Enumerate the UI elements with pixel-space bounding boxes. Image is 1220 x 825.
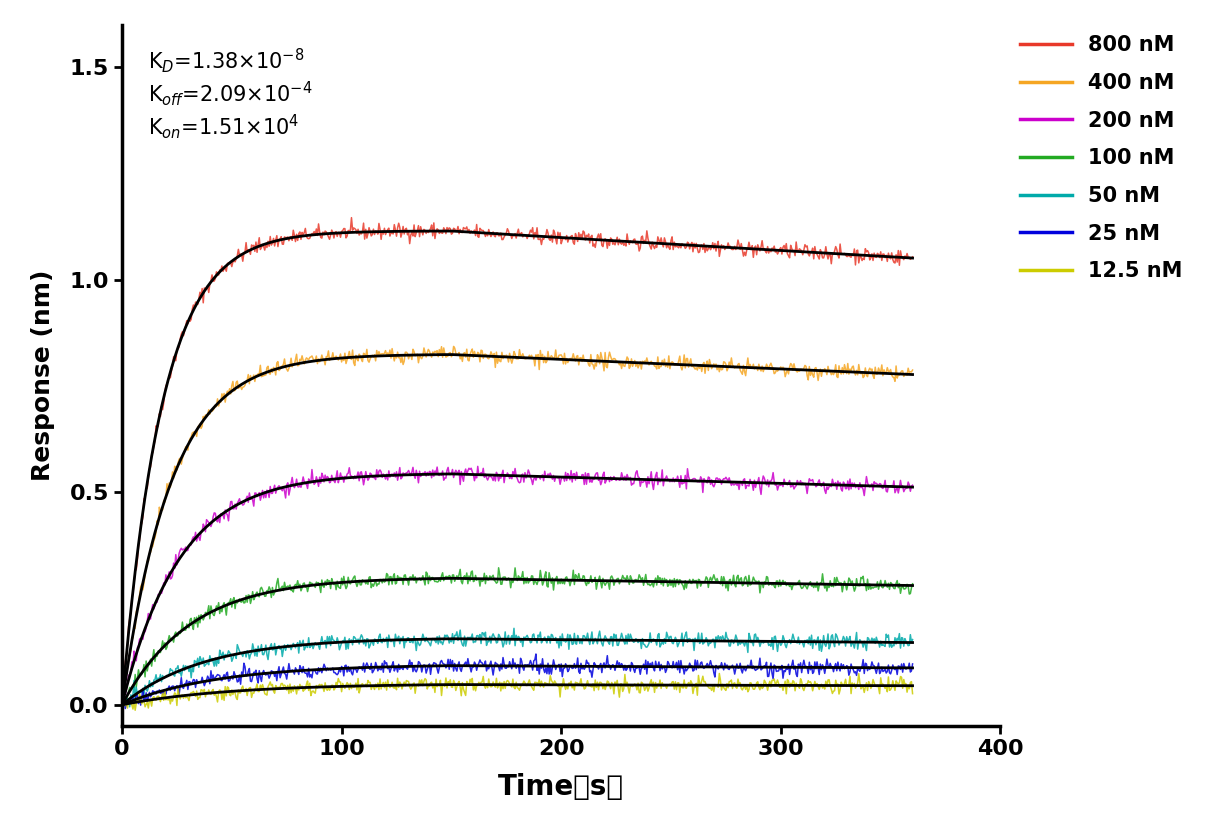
Y-axis label: Response (nm): Response (nm) [32, 270, 55, 481]
Legend: 800 nM, 400 nM, 200 nM, 100 nM, 50 nM, 25 nM, 12.5 nM: 800 nM, 400 nM, 200 nM, 100 nM, 50 nM, 2… [1020, 35, 1182, 281]
Text: K$_D$=1.38×10$^{-8}$
K$_{off}$=2.09×10$^{-4}$
K$_{on}$=1.51×10$^{4}$: K$_D$=1.38×10$^{-8}$ K$_{off}$=2.09×10$^… [149, 45, 314, 141]
X-axis label: Time（s）: Time（s） [498, 773, 625, 801]
